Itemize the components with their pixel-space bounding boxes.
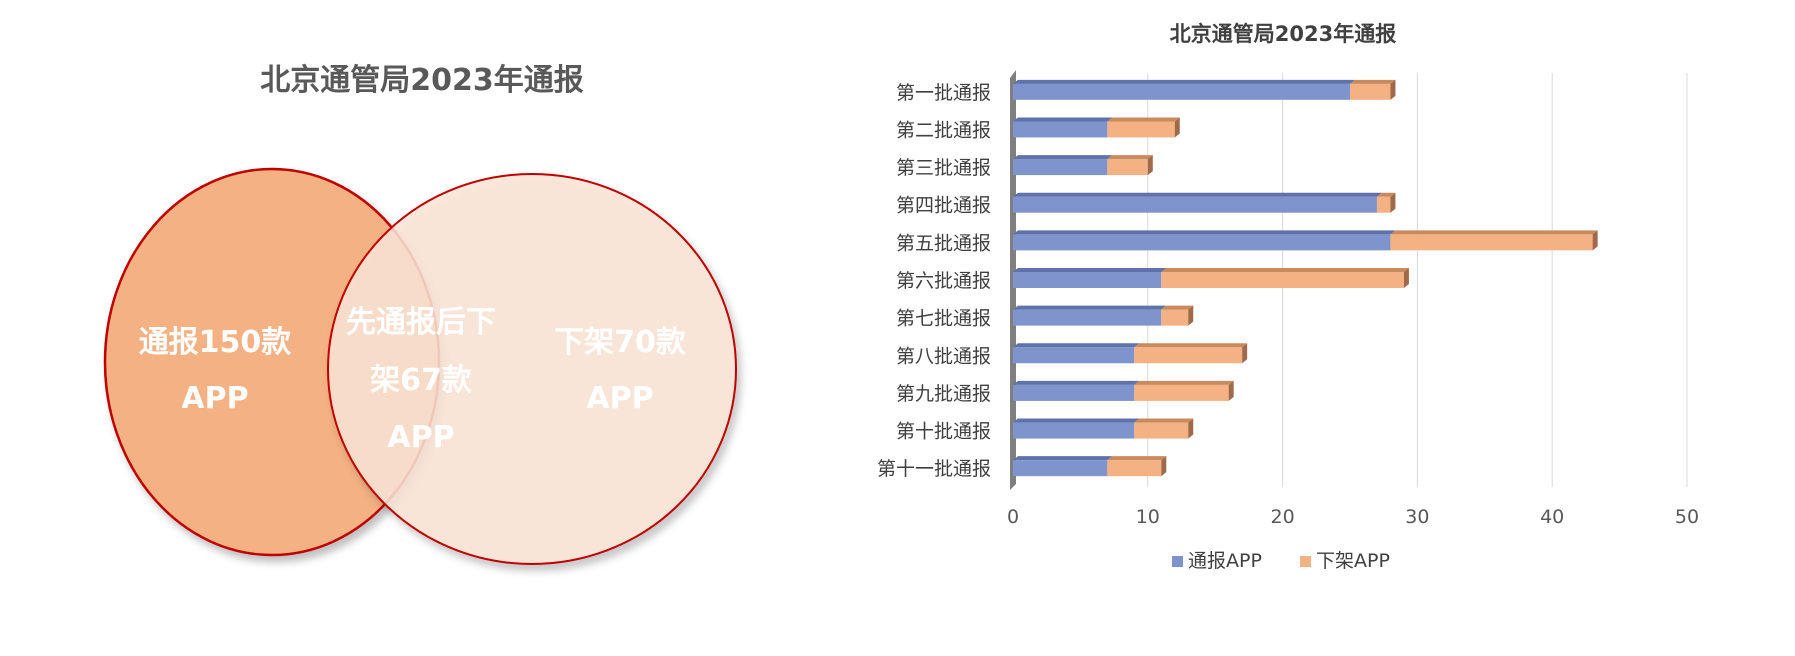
venn-right-label: 下架70款 APP — [554, 325, 687, 416]
bar-chart: 北京通管局2023年通报 第一批通报第二批通报第三批通报第四批通报第五批通报第六… — [877, 22, 1699, 572]
bar-top-face — [1376, 192, 1396, 197]
bar-removed — [1390, 234, 1593, 251]
bar-top-face — [1107, 155, 1153, 160]
legend-swatch — [1172, 556, 1183, 567]
category-label: 第二批通报 — [896, 119, 991, 141]
bar-end-cap — [1188, 418, 1194, 439]
venn-overlap-label: 先通报后下 架67款 APP — [346, 305, 496, 455]
bar-top-face — [1390, 230, 1598, 235]
bar-end-cap — [1228, 380, 1234, 401]
bar-top-face — [1013, 79, 1355, 84]
venn-right-circle — [327, 173, 737, 565]
legend-swatch — [1300, 556, 1311, 567]
x-tick-label: 10 — [1136, 506, 1160, 528]
venn-left-line-1: 通报150款 — [139, 325, 293, 360]
bar-top-face — [1013, 117, 1113, 122]
category-label: 第八批通报 — [896, 345, 991, 367]
bar-removed — [1161, 309, 1189, 326]
category-label: 第九批通报 — [896, 383, 991, 405]
category-label: 第三批通报 — [896, 157, 991, 179]
bar-end-cap — [1147, 155, 1153, 176]
bar-removed — [1161, 272, 1404, 288]
x-tick-label: 50 — [1675, 506, 1699, 528]
x-tick-label: 20 — [1271, 506, 1295, 528]
tick-labels: 0 10 20 30 40 50 — [1007, 506, 1699, 528]
bar-top-face — [1350, 79, 1396, 84]
bar-top-face — [1013, 155, 1113, 160]
bar-top-face — [1107, 117, 1180, 122]
category-label: 第六批通报 — [896, 270, 991, 292]
bar-reported — [1013, 347, 1135, 364]
bar-top-face — [1134, 343, 1248, 348]
bar-removed — [1107, 460, 1162, 477]
bars — [1013, 79, 1598, 477]
bar-top-face — [1134, 418, 1194, 423]
bar-reported — [1013, 272, 1162, 288]
bar-top-face — [1134, 380, 1234, 385]
bar-reported — [1013, 460, 1108, 477]
bar-removed — [1134, 347, 1243, 364]
bar-removed — [1134, 422, 1189, 439]
bar-reported — [1013, 83, 1350, 100]
category-label: 第一批通报 — [896, 82, 991, 104]
legend-label: 下架APP — [1316, 550, 1390, 572]
bar-end-cap — [1174, 117, 1180, 138]
bar-top-face — [1013, 343, 1140, 348]
bar-end-cap — [1390, 79, 1396, 100]
legend-label: 通报APP — [1188, 550, 1262, 572]
bar-top-face — [1013, 418, 1140, 423]
category-label: 第四批通报 — [896, 195, 991, 217]
legend: 通报APP 下架APP — [1172, 550, 1390, 572]
venn-right-line-1: 下架70款 — [554, 325, 687, 360]
bar-reported — [1013, 159, 1108, 176]
bar-top-face — [1013, 456, 1113, 461]
x-tick-label: 40 — [1540, 506, 1564, 528]
bar-reported — [1013, 121, 1108, 138]
bar-removed — [1376, 196, 1391, 213]
x-tick-label: 0 — [1007, 506, 1019, 528]
bar-reported — [1013, 384, 1135, 401]
bar-top-face — [1107, 456, 1167, 461]
bar-reported — [1013, 422, 1135, 439]
category-label: 第七批通报 — [896, 308, 991, 330]
bar-end-cap — [1161, 456, 1167, 477]
venn-left-label: 通报150款 APP — [139, 325, 293, 416]
bar-end-cap — [1403, 268, 1409, 288]
x-tick-label: 30 — [1405, 506, 1429, 528]
bar-top-face — [1161, 305, 1194, 310]
bar-top-face — [1013, 305, 1167, 310]
venn-diagram: 北京通管局2023年通报 通报150款 APP 先通报后下 架67款 APP 下… — [103, 63, 737, 565]
bar-chart-title: 北京通管局2023年通报 — [1170, 22, 1396, 46]
bar-end-cap — [1242, 343, 1248, 364]
bar-end-cap — [1592, 230, 1598, 251]
venn-overlap-line-3: APP — [387, 420, 454, 455]
venn-right-line-2: APP — [586, 381, 653, 416]
category-label: 第十一批通报 — [877, 458, 991, 480]
bar-top-face — [1013, 192, 1382, 197]
bar-top-face — [1013, 268, 1167, 272]
bar-top-face — [1161, 268, 1409, 272]
bar-top-face — [1013, 380, 1140, 385]
bar-removed — [1107, 121, 1175, 138]
venn-overlap-line-1: 先通报后下 — [346, 305, 496, 340]
bar-removed — [1107, 159, 1148, 176]
bar-removed — [1134, 384, 1229, 401]
category-labels: 第一批通报第二批通报第三批通报第四批通报第五批通报第六批通报第七批通报第八批通报… — [877, 82, 991, 480]
bar-removed — [1350, 83, 1391, 100]
bar-reported — [1013, 309, 1162, 326]
venn-overlap-line-2: 架67款 — [370, 363, 473, 398]
venn-title: 北京通管局2023年通报 — [260, 63, 584, 98]
bar-end-cap — [1390, 192, 1396, 213]
bar-end-cap — [1188, 305, 1194, 326]
bar-reported — [1013, 196, 1377, 213]
category-label: 第五批通报 — [896, 232, 991, 254]
category-label: 第十批通报 — [896, 421, 991, 443]
bar-top-face — [1013, 230, 1396, 235]
bar-reported — [1013, 234, 1391, 251]
venn-left-line-2: APP — [181, 381, 248, 416]
